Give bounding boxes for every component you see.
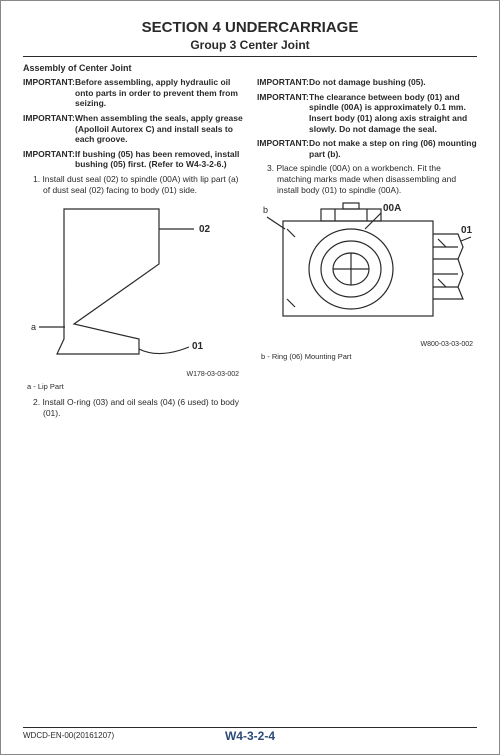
important-note: IMPORTANT:If bushing (05) has been remov… [23, 149, 243, 170]
callout-02: 02 [199, 224, 211, 235]
step-3: 3. Place spindle (00A) on a workbench. F… [267, 163, 477, 195]
important-label: IMPORTANT: [257, 92, 309, 103]
important-text: Do not damage bushing (05). [309, 77, 426, 87]
step-2: 2. Install O-ring (03) and oil seals (04… [33, 397, 243, 418]
callout-b: b [263, 205, 268, 215]
figure-ref: W178-03-03-002 [29, 371, 239, 380]
callout-00a: 00A [383, 203, 401, 214]
important-label: IMPORTANT: [23, 149, 75, 160]
header-rule [23, 56, 477, 57]
group-title: Group 3 Center Joint [23, 38, 477, 52]
spindle-body-diagram: b 00A 01 [263, 199, 473, 339]
important-text: If bushing (05) has been removed, instal… [75, 149, 239, 170]
page-number: W4-3-2-4 [1, 729, 499, 743]
important-text: When assembling the seals, apply grease … [75, 113, 243, 144]
figure-2: b 00A 01 W800-03-03-002 [263, 199, 477, 350]
page-footer: WDCD-EN-00(20161207) W4-3-2-4 [1, 727, 499, 740]
step-1: 1. Install dust seal (02) to spindle (00… [33, 174, 243, 195]
important-note: IMPORTANT:Do not damage bushing (05). [257, 77, 477, 88]
important-note: IMPORTANT:Before assembling, apply hydra… [23, 77, 243, 109]
figure-caption: a - Lip Part [27, 382, 243, 391]
important-text: Before assembling, apply hydraulic oil o… [75, 77, 238, 108]
important-note: IMPORTANT:When assembling the seals, app… [23, 113, 243, 145]
important-label: IMPORTANT: [23, 77, 75, 88]
dust-seal-diagram: 02 01 a [29, 199, 229, 369]
content-columns: IMPORTANT:Before assembling, apply hydra… [23, 77, 477, 423]
callout-01: 01 [192, 341, 204, 352]
section-title: SECTION 4 UNDERCARRIAGE [23, 19, 477, 36]
important-note: IMPORTANT:The clearance between body (01… [257, 92, 477, 135]
important-label: IMPORTANT: [257, 77, 309, 88]
important-label: IMPORTANT: [257, 138, 309, 149]
callout-a: a [31, 322, 36, 332]
left-column: IMPORTANT:Before assembling, apply hydra… [23, 77, 243, 423]
figure-ref: W800-03-03-002 [263, 341, 473, 350]
figure-caption: b - Ring (06) Mounting Part [261, 352, 477, 361]
callout-01: 01 [461, 225, 473, 236]
important-text: Do not make a step on ring (06) mounting… [309, 138, 477, 159]
right-column: IMPORTANT:Do not damage bushing (05). IM… [257, 77, 477, 423]
important-note: IMPORTANT:Do not make a step on ring (06… [257, 138, 477, 159]
figure-1: 02 01 a W178-03-03-002 [29, 199, 243, 380]
assembly-heading: Assembly of Center Joint [23, 63, 477, 73]
important-label: IMPORTANT: [23, 113, 75, 124]
important-text: The clearance between body (01) and spin… [309, 92, 467, 134]
